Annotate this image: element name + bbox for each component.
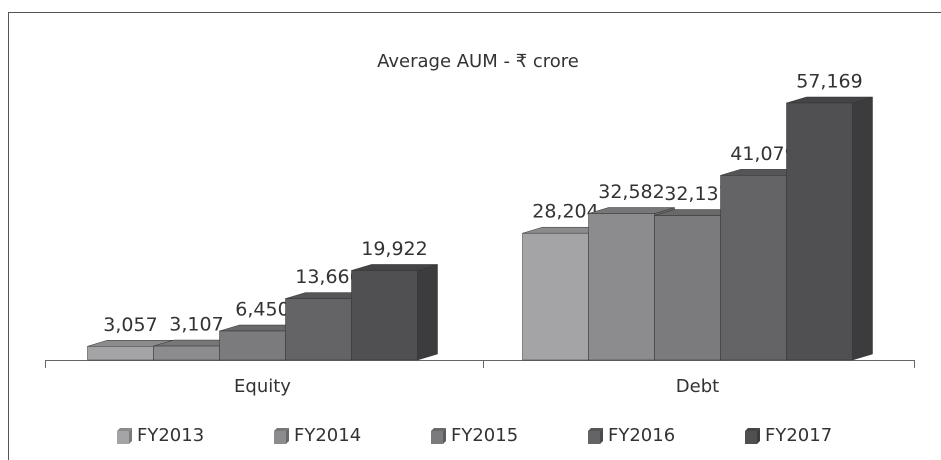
legend-swatch-top (745, 428, 760, 431)
legend-swatch-side (757, 428, 760, 444)
legend-label: FY2015 (451, 425, 518, 446)
chart-title: Average AUM - ₹ crore (377, 51, 579, 72)
bar-front (522, 232, 589, 361)
legend-swatch (431, 431, 443, 444)
legend-swatch-side (286, 428, 289, 444)
legend-label: FY2014 (294, 425, 361, 446)
bar-front (351, 270, 418, 361)
bar-front (219, 330, 286, 361)
bar (351, 264, 438, 361)
legend-swatch-side (443, 428, 446, 444)
data-label: 32,582 (598, 181, 664, 203)
x-tick-label: Equity (234, 376, 291, 397)
legend-label: FY2016 (608, 425, 675, 446)
bar-front (720, 175, 787, 361)
legend-swatch (117, 431, 129, 444)
legend-label: FY2017 (765, 425, 832, 446)
legend-swatch-top (588, 428, 603, 431)
bar (786, 96, 873, 361)
bar-front (588, 213, 655, 361)
bar-front (87, 346, 154, 361)
bar-front (654, 215, 721, 361)
legend-swatch (274, 431, 286, 444)
data-label: 6,450 (235, 299, 289, 321)
legend-label: FY2013 (137, 425, 204, 446)
data-label: 41,079 (730, 143, 796, 165)
bar-side (852, 96, 873, 361)
data-label: 19,922 (361, 238, 427, 260)
legend-swatch (588, 431, 600, 444)
data-label: 3,107 (169, 314, 223, 336)
bar-side (417, 264, 438, 361)
legend-swatch-top (117, 428, 132, 431)
data-label: 57,169 (796, 71, 862, 93)
legend-swatch-top (274, 428, 289, 431)
x-tick-label: Debt (676, 376, 719, 397)
bar-front (153, 345, 220, 361)
bar-front (786, 102, 853, 361)
data-label: 32,137 (664, 183, 730, 205)
data-label: 28,204 (532, 201, 598, 223)
bar-front (285, 298, 352, 361)
data-label: 3,057 (103, 314, 157, 336)
data-label: 13,666 (295, 266, 361, 288)
legend-swatch-side (600, 428, 603, 444)
legend-swatch-top (431, 428, 446, 431)
legend-swatch (745, 431, 757, 444)
legend-swatch-side (129, 428, 132, 444)
